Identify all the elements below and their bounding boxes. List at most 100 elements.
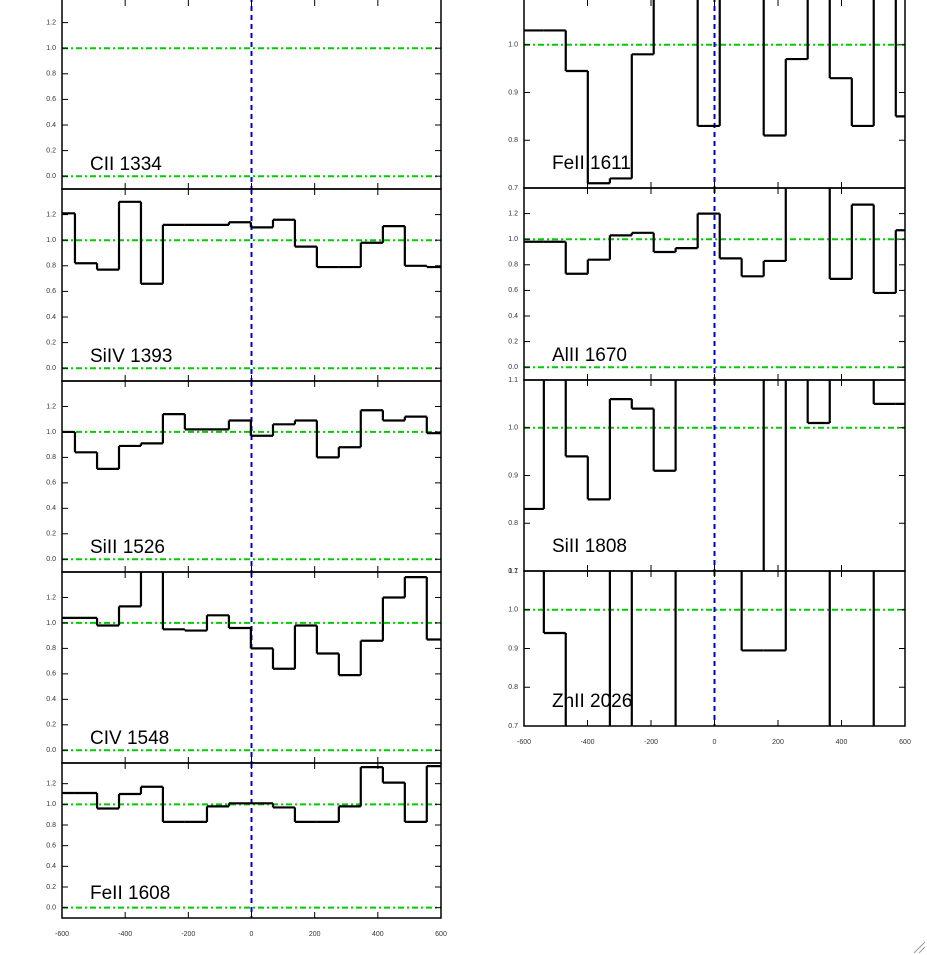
plot-area [524,380,905,571]
line-label: FeII 1611 [552,153,631,174]
panel: 0.7 0.8 0.9 1.0 1.1 FeII 1611 [508,0,906,192]
y-tick-label: 0.8 [46,263,56,270]
panel: 0.0 0.2 0.4 0.6 0.8 1.0 1.2 SiIV 1393 [46,188,442,382]
y-tick-label: 1.2 [46,781,56,788]
line-label: ZnII 2026 [552,691,632,712]
x-tick-label: -600 [517,739,531,746]
line-label: SiII 1808 [552,536,627,557]
y-tick-label: 0.2 [46,884,56,891]
y-tick-label: 0.9 [508,472,518,479]
y-tick-label: 0.8 [46,454,56,461]
y-tick-label: 0.6 [46,96,56,103]
line-label: CIV 1548 [90,728,169,749]
y-tick-label: 0.4 [46,505,56,512]
y-tick-label: 0.4 [46,314,56,321]
y-tick-label: 1.1 [508,568,518,575]
y-tick-label: 0.2 [508,338,518,345]
plot-area [524,0,905,188]
y-tick-label: 0.8 [46,71,56,78]
panel: 0.0 0.2 0.4 0.6 0.8 1.0 1.2 CII 1334 [46,0,442,190]
y-tick-label: 0.4 [508,313,518,320]
plot-area [524,571,905,726]
panel: 0.0 0.2 0.4 0.6 0.8 1.0 1.2 AlII 1670 [508,187,906,381]
x-tick-label: 600 [435,931,447,938]
plot-area [62,572,441,763]
x-tick-label: 0 [250,931,254,938]
y-tick-label: 0.6 [46,671,56,678]
y-tick-label: 0.8 [508,684,518,691]
y-tick-label: 1.0 [46,45,56,52]
y-tick-label: 1.0 [46,237,56,244]
x-tick-label: -400 [580,739,594,746]
panel: 0.7 0.8 0.9 1.0 1.1 -600 -400 -200 0 200 400 600 ZnI… [508,568,911,746]
y-tick-label: 0.6 [46,288,56,295]
y-tick-label: 1.0 [508,236,518,243]
y-tick-label: 1.2 [46,403,56,410]
plot-area [62,763,441,918]
line-label: FeII 1608 [90,883,170,904]
x-tick-label: 200 [309,931,321,938]
x-tick-label: -200 [181,931,195,938]
y-tick-label: 1.2 [508,210,518,217]
y-tick-label: 1.0 [508,607,518,614]
y-tick-label: 0.4 [46,863,56,870]
line-label: CII 1334 [90,154,162,175]
y-tick-label: 0.2 [46,147,56,154]
y-tick-label: 0.7 [508,568,518,575]
y-tick-label: 0.6 [46,480,56,487]
y-tick-label: 1.1 [508,0,518,1]
plot-area [62,189,441,381]
line-label: SiII 1526 [90,537,165,558]
resize-grip [913,941,926,954]
x-tick-label: -600 [55,931,69,938]
y-tick-label: 0.2 [46,531,56,538]
plot-area [62,0,441,189]
y-tick-label: 1.0 [46,801,56,808]
y-tick-label: 0.7 [508,185,518,192]
y-tick-label: 0.9 [508,645,518,652]
y-tick-label: 1.0 [46,620,56,627]
y-tick-label: 0.0 [46,173,56,180]
line-label: SiIV 1393 [90,346,172,367]
x-tick-label: 0 [713,739,717,746]
y-tick-label: 1.2 [46,594,56,601]
y-tick-label: 1.1 [508,377,518,384]
y-tick-label: 0.8 [508,137,518,144]
y-tick-label: 0.8 [46,822,56,829]
x-tick-label: -400 [118,931,132,938]
x-tick-label: 400 [372,931,384,938]
x-tick-label: -200 [644,739,658,746]
x-tick-label: 200 [772,739,784,746]
y-tick-label: 0.8 [508,262,518,269]
y-tick-label: 0.9 [508,89,518,96]
y-tick-label: 0.7 [508,723,518,730]
y-tick-label: 0.6 [46,843,56,850]
plot-area [62,381,441,572]
panel: 0.0 0.2 0.4 0.6 0.8 1.0 1.2 CIV 1548 [46,571,442,764]
y-tick-label: 1.0 [508,42,518,49]
y-tick-label: 0.0 [46,556,56,563]
y-tick-label: 0.8 [508,520,518,527]
y-tick-label: 1.2 [46,19,56,26]
x-tick-label: 600 [899,739,911,746]
line-label: AlII 1670 [552,345,627,366]
y-tick-label: 1.0 [46,429,56,436]
x-tick-label: 400 [836,739,848,746]
y-tick-label: 1.2 [46,211,56,218]
y-tick-label: 0.6 [508,287,518,294]
y-tick-label: 1.0 [508,425,518,432]
y-tick-label: 0.0 [46,747,56,754]
y-tick-label: 0.0 [508,364,518,371]
y-tick-label: 0.8 [46,645,56,652]
y-tick-label: 0.4 [46,696,56,703]
y-tick-label: 0.2 [46,339,56,346]
y-tick-label: 0.0 [46,905,56,912]
panel: 0.7 0.8 0.9 1.0 1.1 SiII 1808 [508,377,906,575]
y-tick-label: 0.4 [46,122,56,129]
plot-area [524,188,905,380]
panel: 0.0 0.2 0.4 0.6 0.8 1.0 1.2 SiII 1526 [46,380,442,573]
y-tick-label: 0.0 [46,365,56,372]
y-tick-label: 0.2 [46,722,56,729]
panel: 0.0 0.2 0.4 0.6 0.8 1.0 1.2 -600 -400 -200 0 200 400… [46,762,447,938]
